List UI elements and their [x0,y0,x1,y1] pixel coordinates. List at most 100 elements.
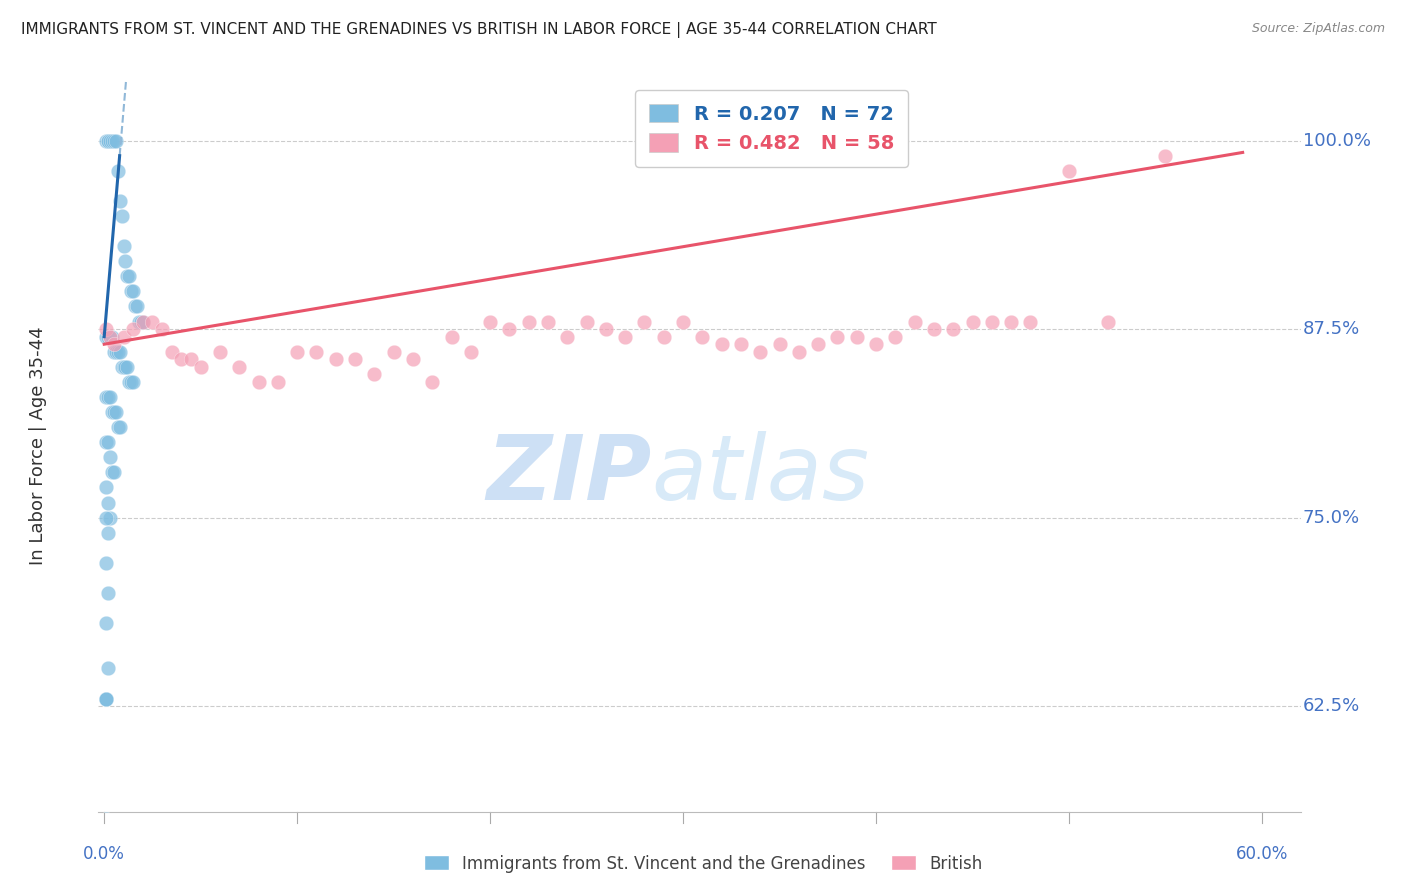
Point [122,375,145,389]
Point [575,315,598,329]
Point [103,405,125,419]
Point [112,329,135,343]
Point [110,359,132,374]
Point [94,888,117,892]
Point [98,390,121,404]
Point [402,352,425,367]
Point [114,359,136,374]
Point [652,329,675,343]
Point [730,337,752,351]
Point [94,888,117,892]
Point [107,163,129,178]
Point [865,337,887,351]
Point [108,344,131,359]
Point [110,209,132,223]
Point [118,269,141,284]
Point [942,322,965,336]
Point [94,134,117,148]
Legend: Immigrants from St. Vincent and the Grenadines, British: Immigrants from St. Vincent and the Gren… [418,848,988,880]
Point [344,352,367,367]
Point [827,329,849,343]
Point [904,315,927,329]
Point [107,344,129,359]
Point [94,510,117,524]
Point [98,134,121,148]
Point [97,390,120,404]
Text: 62.5%: 62.5% [1303,698,1360,715]
Point [104,344,127,359]
Point [97,134,120,148]
Point [749,344,772,359]
Point [97,329,120,343]
Point [267,375,290,389]
Text: Source: ZipAtlas.com: Source: ZipAtlas.com [1251,22,1385,36]
Point [517,315,540,329]
Point [104,134,127,148]
Point [94,435,117,450]
Point [103,344,125,359]
Point [305,344,328,359]
Point [363,368,385,382]
Point [1000,315,1022,329]
Point [128,315,150,329]
Point [94,329,117,343]
Point [120,285,142,299]
Point [94,827,117,841]
Point [537,315,560,329]
Point [94,390,117,404]
Point [114,254,136,268]
Point [94,812,117,826]
Point [124,300,146,314]
Point [112,239,135,253]
Point [103,337,125,351]
Point [962,315,984,329]
Point [672,315,695,329]
Point [98,510,121,524]
Text: 87.5%: 87.5% [1303,320,1360,338]
Point [97,134,120,148]
Point [101,466,124,480]
Point [614,329,637,343]
Text: 60.0%: 60.0% [1236,845,1288,863]
Point [285,344,308,359]
Point [479,315,502,329]
Point [845,329,868,343]
Text: 0.0%: 0.0% [83,845,125,863]
Text: In Labor Force | Age 35-44: In Labor Force | Age 35-44 [30,326,48,566]
Point [97,586,120,600]
Point [170,352,193,367]
Text: 100.0%: 100.0% [1303,132,1371,150]
Point [108,194,131,208]
Point [325,352,347,367]
Point [382,344,405,359]
Point [94,691,117,706]
Legend: R = 0.207   N = 72, R = 0.482   N = 58: R = 0.207 N = 72, R = 0.482 N = 58 [636,90,908,167]
Point [1057,163,1080,178]
Point [150,322,173,336]
Point [884,329,907,343]
Point [101,134,124,148]
Point [107,420,129,434]
Point [98,329,121,343]
Point [1019,315,1042,329]
Point [440,329,463,343]
Text: atlas: atlas [651,431,869,519]
Text: IMMIGRANTS FROM ST. VINCENT AND THE GRENADINES VS BRITISH IN LABOR FORCE | AGE 3: IMMIGRANTS FROM ST. VINCENT AND THE GREN… [21,22,936,38]
Point [710,337,733,351]
Point [1097,315,1119,329]
Point [94,616,117,631]
Point [132,315,155,329]
Point [117,359,139,374]
Point [94,322,117,336]
Point [460,344,482,359]
Point [117,269,139,284]
Point [112,359,135,374]
Point [160,344,183,359]
Point [208,344,231,359]
Point [94,480,117,494]
Point [768,337,790,351]
Point [633,315,655,329]
Point [180,352,202,367]
Point [98,450,121,465]
Point [555,329,578,343]
